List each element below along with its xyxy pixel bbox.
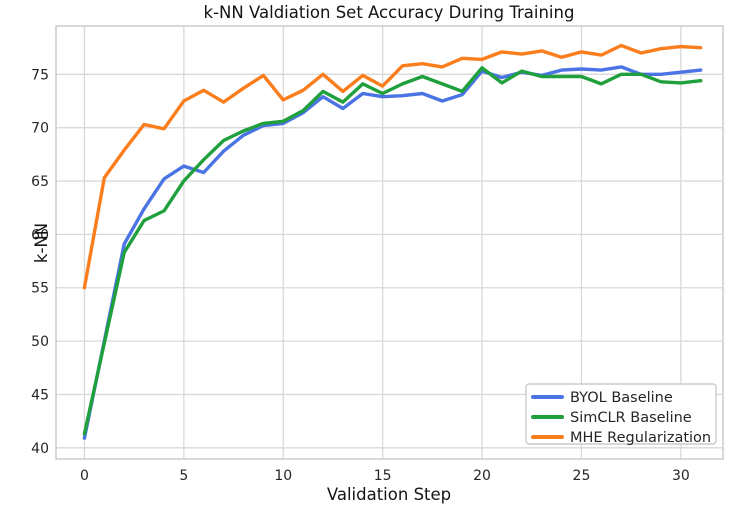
y-tick-label: 45 — [31, 387, 49, 403]
y-tick-label: 75 — [31, 67, 49, 83]
x-axis-label: Validation Step — [327, 485, 451, 504]
legend-label-1: BYOL Baseline — [570, 390, 673, 406]
legend: BYOL Baseline SimCLR Baseline MHE Regulari… — [525, 383, 717, 446]
chart-title: k-NN Valdiation Set Accuracy During Trai… — [204, 3, 575, 22]
y-axis-label: k-NN — [32, 223, 51, 263]
x-tick-label: 5 — [179, 468, 188, 484]
x-tick-label: 10 — [274, 468, 292, 484]
legend-box — [525, 383, 717, 445]
series-line-mhe-regularization — [82, 43, 703, 290]
x-tick-label: 25 — [573, 468, 591, 484]
legend-label-3: MHE Regularization — [570, 430, 711, 446]
x-tick-label: 20 — [473, 468, 491, 484]
y-tick-label: 55 — [31, 281, 49, 297]
y-tick-label: 70 — [31, 121, 49, 137]
legend-label-2: SimCLR Baseline — [570, 410, 692, 426]
series-line-byol-baseline — [82, 65, 703, 440]
x-tick-label: 15 — [374, 468, 392, 484]
y-tick-label: 40 — [31, 441, 49, 457]
tick-labels-layer: 40 45 50 55 60 65 70 75 0 5 10 15 20 25 30 — [31, 67, 690, 484]
x-tick-label: 0 — [80, 468, 89, 484]
y-tick-label: 65 — [31, 174, 49, 190]
y-tick-label: 50 — [31, 334, 49, 350]
series-line-simclr-baseline — [82, 66, 703, 436]
y-tick-label: 60 — [31, 227, 49, 243]
series-layer — [82, 43, 703, 440]
x-tick-label: 30 — [672, 468, 690, 484]
axes-border — [55, 25, 724, 460]
